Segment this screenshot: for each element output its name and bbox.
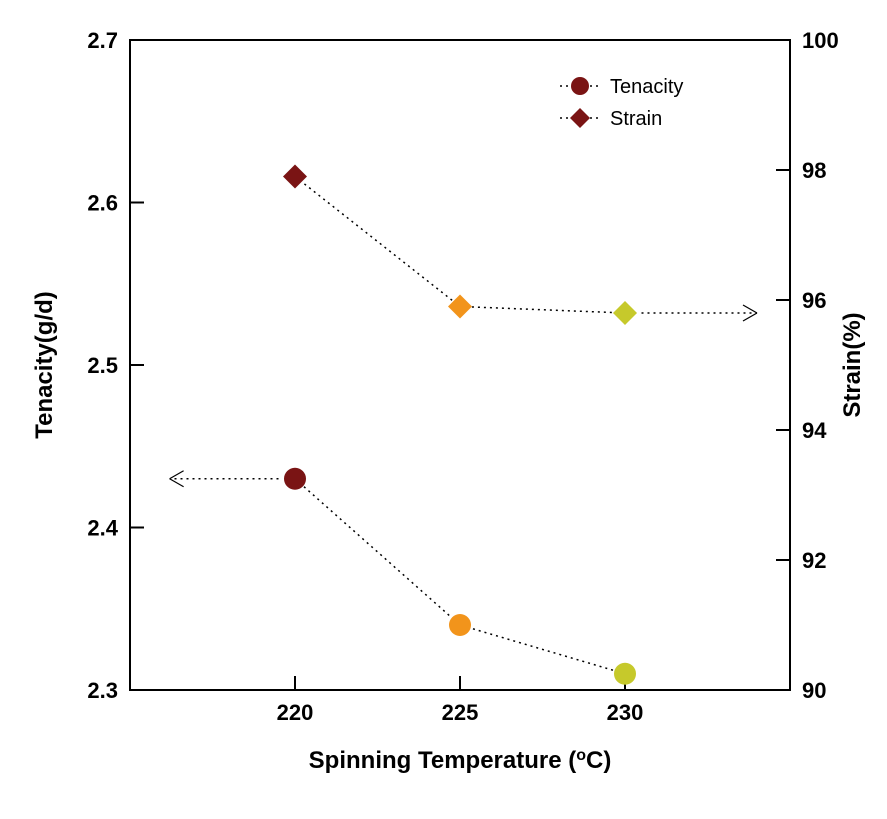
x-axis-title: Spinning Temperature (oC) [309, 747, 612, 775]
y-right-tick-label: 94 [802, 418, 827, 443]
series-line [295, 479, 625, 674]
chart-container: 220 225 230 2.3 2.4 2.5 2.6 2.7 90 92 94 96 98 100 Spi… [0, 0, 887, 819]
series-line [295, 177, 625, 314]
legend-circle-icon [571, 77, 589, 95]
y-right-tick-label: 92 [802, 548, 826, 573]
arrow-head [743, 313, 757, 321]
x-tick-label: 230 [607, 700, 644, 725]
y-right-tick-label: 90 [802, 678, 826, 703]
arrow-head [743, 305, 757, 313]
y-left-tick-label: 2.5 [87, 353, 118, 378]
legend-diamond-icon [570, 108, 590, 128]
legend-label: Tenacity [610, 76, 683, 98]
arrow-head [170, 479, 184, 487]
y-left-tick-label: 2.4 [87, 516, 118, 541]
y-right-axis-title: Strain(%) [839, 312, 866, 417]
circle-marker [614, 663, 636, 685]
y-left-axis-title: Tenacity(g/d) [31, 291, 58, 439]
chart-svg: 220 225 230 2.3 2.4 2.5 2.6 2.7 90 92 94 96 98 100 Spi… [0, 0, 887, 819]
y-left-tick-label: 2.7 [87, 28, 118, 53]
circle-marker [284, 468, 306, 490]
diamond-marker [613, 301, 637, 325]
y-right-tick-label: 96 [802, 288, 826, 313]
diamond-marker [283, 165, 307, 189]
diamond-marker [448, 295, 472, 319]
x-tick-label: 225 [442, 700, 479, 725]
arrow-head [170, 471, 184, 479]
legend-label: Strain [610, 108, 662, 130]
circle-marker [449, 614, 471, 636]
y-right-tick-label: 98 [802, 158, 826, 183]
y-left-tick-label: 2.3 [87, 678, 118, 703]
x-tick-label: 220 [277, 700, 314, 725]
y-left-tick-label: 2.6 [87, 191, 118, 216]
y-right-tick-label: 100 [802, 28, 839, 53]
